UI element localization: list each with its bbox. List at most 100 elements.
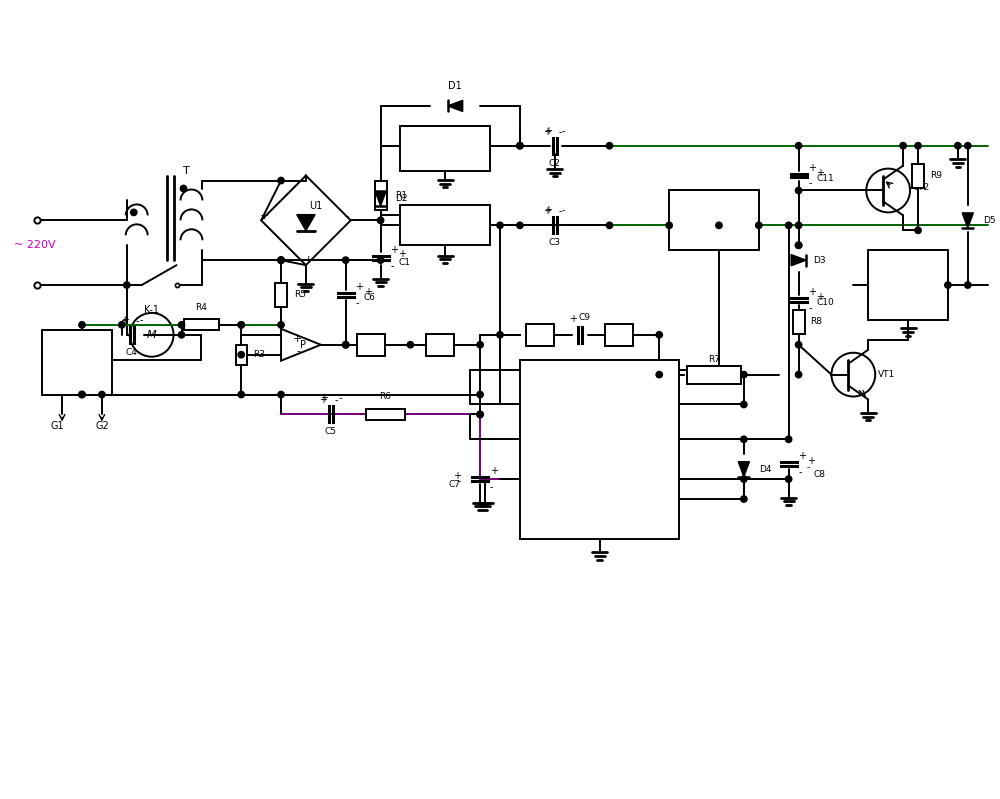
Bar [366, 409, 405, 420]
Text: VT2: VT2 [913, 183, 930, 192]
Text: +A1: +A1 [361, 340, 380, 349]
Bar [793, 310, 805, 334]
Text: -: - [345, 212, 349, 221]
Text: R8: R8 [811, 317, 823, 326]
Text: OUT: OUT [470, 221, 489, 230]
Text: -: - [562, 125, 565, 136]
Text: TRI: TRI [661, 475, 674, 483]
Text: GND: GND [435, 158, 456, 167]
Text: U4: U4 [592, 380, 607, 390]
Text: -: - [798, 467, 802, 477]
Text: -: - [558, 206, 562, 217]
Text: D3: D3 [814, 256, 826, 264]
Text: DIS: DIS [660, 400, 674, 409]
Bar [375, 181, 387, 210]
Bar [357, 334, 385, 356]
Text: +: + [320, 393, 328, 403]
Text: +: + [543, 206, 551, 217]
Text: -: - [562, 205, 565, 216]
Circle shape [795, 342, 802, 348]
Circle shape [377, 217, 384, 224]
Circle shape [278, 257, 284, 264]
Circle shape [741, 496, 747, 503]
Text: D4: D4 [759, 465, 771, 474]
Text: C7: C7 [448, 479, 460, 489]
Circle shape [517, 142, 523, 149]
Text: C8: C8 [814, 470, 826, 479]
Text: +: + [390, 245, 398, 256]
Text: GND: GND [435, 236, 456, 244]
Text: -: - [296, 346, 300, 356]
Circle shape [915, 227, 921, 233]
Circle shape [477, 342, 483, 348]
Circle shape [756, 222, 762, 229]
Bar [42, 330, 112, 395]
Text: +: + [259, 212, 269, 221]
Text: +: + [293, 334, 303, 344]
Text: C4: C4 [126, 348, 138, 356]
Circle shape [965, 282, 971, 288]
Circle shape [741, 476, 747, 483]
Text: 消除电路: 消除电路 [702, 225, 726, 235]
Circle shape [180, 185, 187, 192]
Text: D5: D5 [983, 216, 995, 225]
Circle shape [99, 392, 105, 398]
Text: -: - [558, 127, 562, 137]
Text: 高频干扰: 高频干扰 [702, 210, 726, 221]
Text: +: + [319, 396, 327, 405]
Text: C1: C1 [398, 257, 410, 267]
Text: +: + [569, 314, 577, 324]
Text: -: - [140, 315, 143, 325]
Text: G1: G1 [50, 421, 64, 431]
Circle shape [900, 142, 906, 149]
Text: NE555: NE555 [585, 393, 614, 402]
Text: +A2: +A2 [431, 340, 450, 349]
Bar [236, 344, 247, 364]
Bar [669, 190, 759, 250]
Text: -: - [355, 298, 359, 308]
Circle shape [606, 142, 613, 149]
Text: D2: D2 [395, 194, 408, 203]
Text: ~ 220V: ~ 220V [14, 240, 56, 250]
Bar [426, 334, 454, 356]
Text: +: + [304, 255, 314, 265]
Circle shape [477, 392, 483, 398]
Text: -: - [339, 393, 343, 403]
Polygon shape [962, 213, 973, 228]
Text: RE: RE [663, 365, 674, 374]
Circle shape [497, 222, 503, 229]
Text: 电路: 电路 [71, 370, 83, 380]
Text: GND: GND [525, 475, 544, 483]
Text: +: + [816, 168, 824, 177]
Circle shape [131, 209, 137, 216]
Text: THRE: THRE [652, 435, 674, 443]
Text: +: + [398, 249, 406, 259]
Circle shape [278, 257, 284, 264]
Circle shape [795, 242, 802, 248]
Circle shape [477, 411, 483, 418]
Text: -: - [458, 478, 461, 487]
Circle shape [741, 372, 747, 378]
Text: C6: C6 [364, 293, 376, 303]
Text: -: - [808, 178, 812, 189]
Text: +: + [121, 315, 129, 325]
Text: R5: R5 [294, 291, 306, 300]
Bar [400, 205, 490, 245]
Text: +: + [120, 316, 128, 326]
Circle shape [915, 142, 921, 149]
Circle shape [407, 342, 414, 348]
Circle shape [955, 142, 961, 149]
Text: +: + [816, 292, 824, 302]
Circle shape [945, 282, 951, 288]
Text: -: - [334, 396, 338, 405]
Circle shape [343, 257, 349, 264]
Bar [520, 360, 679, 539]
Text: +: + [544, 205, 552, 216]
Circle shape [741, 401, 747, 407]
Text: +A3: +A3 [530, 330, 549, 340]
Text: -: - [808, 303, 812, 313]
Circle shape [785, 222, 792, 229]
Text: C10: C10 [816, 299, 834, 308]
Text: R9: R9 [930, 171, 942, 180]
Circle shape [965, 142, 971, 149]
